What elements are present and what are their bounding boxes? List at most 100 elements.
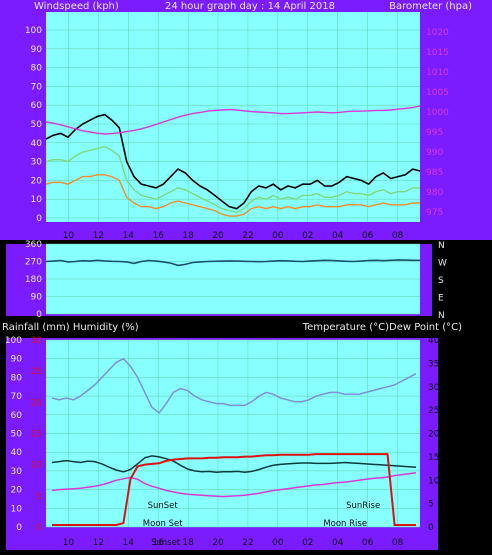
panel3-humidity-tick: 70: [11, 392, 23, 402]
series-line-wind-direction: [45, 259, 420, 267]
panel1-y-right-tick: 1015: [426, 48, 449, 58]
panel1-x-tick-label: 12: [93, 231, 104, 241]
series-line-wind-lull: [45, 174, 420, 217]
series-line-temperature: [51, 455, 417, 474]
panel3-x-tick-label: 16: [152, 538, 164, 548]
panel3-right-axis-title: Temperature (°C)Dew Point (°C): [302, 322, 462, 333]
panel1-y-right-tick: 985: [426, 168, 443, 178]
panel1-x-tick-label: 18: [182, 231, 194, 241]
panel1-x-tick-label: 00: [272, 231, 284, 241]
panel1-x-tick-label: 06: [362, 231, 374, 241]
panel3-humidity-tick: 100: [5, 336, 22, 346]
series-line-wind-gust: [45, 113, 421, 210]
panel1-y-left-tick: 70: [31, 82, 43, 92]
panel3-annotation: SunRise: [346, 501, 380, 511]
panel3-x-tick-label: 04: [332, 538, 344, 548]
panel1-y-right-tick: 995: [426, 128, 443, 138]
panel3-rain-tick: 25: [31, 367, 42, 377]
panel3-x-tick-label: 12: [93, 538, 104, 548]
panel1-y-left-tick: 10: [31, 195, 43, 205]
series-line-wind-average: [45, 145, 420, 214]
panel2-y-left-tick: 180: [25, 275, 42, 285]
panel1-y-right-tick: 990: [426, 148, 443, 158]
panel2-compass-label: W: [438, 259, 447, 269]
panel1-title: 24 hour graph day : 14 April 2018: [165, 1, 335, 12]
panel3-x-tick-label: 00: [272, 538, 284, 548]
panel1-x-tick-label: 16: [152, 231, 164, 241]
panel1-y-left-tick: 100: [25, 26, 42, 36]
panel3-humidity-tick: 30: [11, 467, 23, 477]
series-line-dew-point: [51, 472, 417, 498]
panel1-y-left-tick: 30: [31, 158, 43, 168]
panel3-x-tick-label: 06: [362, 538, 374, 548]
panel1-y-left-tick: 50: [31, 120, 43, 130]
panel1-y-left-tick: 80: [31, 64, 43, 74]
panel3-temperature-tick: 40: [428, 336, 440, 346]
panel3-rain-tick: 20: [31, 398, 43, 408]
panel1-x-tick-label: 20: [212, 231, 224, 241]
panel3-annotation: Moon Rise: [323, 519, 367, 529]
panel1-x-tick-label: 22: [242, 231, 253, 241]
panel3-humidity-tick: 50: [11, 430, 23, 440]
series-line-barometer: [45, 105, 421, 135]
panel3-rain-tick: 5: [36, 492, 42, 502]
panel1-y-right-tick: 1010: [426, 68, 449, 78]
panel3-humidity-tick: 20: [11, 486, 23, 496]
panel2-compass-label: E: [438, 294, 444, 304]
panel3-temperature-tick: 30: [428, 383, 440, 393]
panel1-x-tick-label: 14: [123, 231, 135, 241]
panel1-y-right-tick: 975: [426, 208, 443, 218]
panel3-humidity-tick: 80: [11, 373, 23, 383]
panel1-y-right-tick: 1000: [426, 108, 449, 118]
panel3-temperature-tick: 10: [428, 476, 440, 486]
panel3-humidity-tick: 10: [11, 504, 23, 514]
panel1-y-right-tick: 1005: [426, 88, 449, 98]
panel2-y-left-tick: 90: [31, 293, 43, 303]
panel3-annotation: SunSet: [148, 501, 179, 511]
panel3-temperature-tick: 25: [428, 406, 439, 416]
panel3-temperature-tick: 5: [428, 500, 434, 510]
panel1-y-left-tick: 90: [31, 45, 43, 55]
panel1-y-left-tick: 0: [36, 214, 42, 224]
panel3-temperature-tick: 0: [428, 523, 434, 533]
panel3-x-tick-label: 22: [242, 538, 253, 548]
panel3-rain-tick: 10: [31, 461, 43, 471]
panel2-compass-label: N: [438, 241, 445, 251]
panel1-y-right-tick: 1020: [426, 28, 449, 38]
panel3-humidity-tick: 90: [11, 355, 23, 365]
panel2-compass-label: N: [438, 311, 445, 321]
panel3-x-tick-label: 02: [302, 538, 313, 548]
panel2-y-left-tick: 0: [36, 310, 42, 320]
panel1-x-tick-label: 10: [63, 231, 75, 241]
panel3-humidity-tick: 40: [11, 448, 23, 458]
panel1-x-tick-label: 02: [302, 231, 313, 241]
panel1-left-axis-title: Windspeed (kph): [34, 1, 119, 12]
panel1-x-tick-label: 04: [332, 231, 344, 241]
panel3-annotation: Sunset: [151, 538, 181, 548]
panel3-rain-tick: 30: [31, 336, 43, 346]
panel3-x-tick-label: 18: [182, 538, 194, 548]
panel1-y-left-tick: 20: [31, 176, 43, 186]
panel3-x-tick-label: 10: [63, 538, 75, 548]
panel3-x-tick-label: 14: [123, 538, 135, 548]
panel1-x-tick-label: 08: [392, 231, 404, 241]
panel3-humidity-tick: 60: [11, 411, 23, 421]
panel1-y-right-tick: 980: [426, 188, 443, 198]
panel3-left-axis-title: Rainfall (mm) Humidity (%): [2, 322, 139, 333]
panel2-y-left-tick: 360: [25, 240, 42, 250]
panel3-x-tick-label: 08: [392, 538, 404, 548]
panel3-x-tick-label: 20: [212, 538, 224, 548]
series-line-rainfall: [52, 453, 416, 526]
panel2-compass-label: S: [438, 276, 444, 286]
panel3-temperature-tick: 15: [428, 453, 439, 463]
panel3-humidity-tick: 0: [16, 523, 22, 533]
panel3-temperature-tick: 20: [428, 430, 440, 440]
panel3-annotation: Moon Set: [143, 519, 183, 529]
panel3-rain-tick: 0: [36, 523, 42, 533]
panel1-y-left-tick: 60: [31, 101, 43, 111]
panel1-plot-bg: [46, 12, 420, 222]
panel1-right-axis-title: Barometer (hpa): [389, 1, 472, 12]
panel3-temperature-tick: 35: [428, 359, 439, 369]
